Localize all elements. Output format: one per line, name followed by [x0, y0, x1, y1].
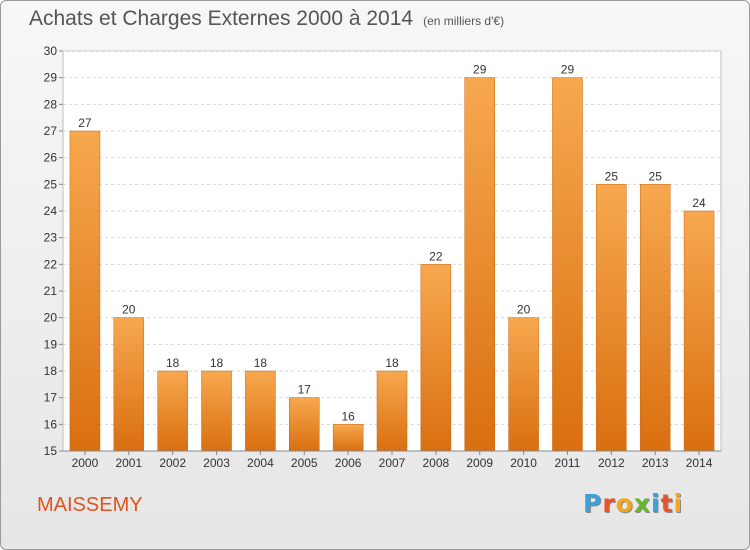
x-tick-label: 2007: [379, 456, 406, 470]
bar: [69, 130, 101, 452]
x-tick-label: 2002: [159, 456, 186, 470]
bar-value-label: 18: [210, 356, 224, 370]
x-tick-label: 2005: [291, 456, 318, 470]
bar: [683, 210, 715, 452]
x-tick-label: 2012: [598, 456, 625, 470]
bar: [113, 317, 145, 452]
y-tick-label: 16: [44, 417, 58, 431]
y-tick-label: 22: [44, 257, 58, 271]
chart-title: Achats et Charges Externes 2000 à 2014: [29, 7, 414, 30]
bar: [596, 184, 627, 452]
bar-value-label: 17: [298, 383, 312, 397]
bar-value-label: 18: [385, 356, 399, 370]
y-tick-label: 21: [44, 284, 58, 298]
bar: [552, 77, 583, 452]
proxiti-logo: Proxiti: [583, 489, 684, 518]
x-tick-label: 2009: [466, 456, 493, 470]
x-tick-label: 2006: [335, 456, 362, 470]
bar: [508, 317, 539, 452]
x-tick-label: 2014: [686, 456, 713, 470]
y-tick-label: 15: [44, 444, 58, 458]
bar: [464, 77, 495, 452]
bar: [201, 370, 232, 452]
y-tick-label: 27: [44, 124, 58, 138]
x-tick-label: 2010: [510, 456, 537, 470]
bar-value-label: 24: [692, 196, 706, 210]
y-tick-label: 29: [44, 71, 58, 85]
bar-value-label: 25: [649, 169, 663, 183]
bar-value-label: 27: [78, 116, 92, 130]
bar: [157, 370, 188, 452]
y-tick-label: 23: [44, 231, 58, 245]
y-tick-label: 30: [44, 44, 58, 58]
bar-value-label: 29: [473, 63, 487, 77]
bar-value-label: 20: [517, 303, 531, 317]
y-tick-label: 26: [44, 151, 58, 165]
x-tick-label: 2001: [115, 456, 142, 470]
y-tick-label: 28: [44, 97, 58, 111]
y-tick-label: 17: [44, 391, 58, 405]
bar-value-label: 18: [254, 356, 268, 370]
commune-name: MAISSEMY: [37, 494, 143, 516]
bar-value-label: 29: [561, 63, 575, 77]
y-tick-label: 24: [44, 204, 58, 218]
bar: [289, 397, 320, 452]
x-tick-label: 2008: [423, 456, 450, 470]
title-row: Achats et Charges Externes 2000 à 2014 (e…: [29, 7, 504, 31]
x-tick-label: 2004: [247, 456, 274, 470]
y-tick-label: 19: [44, 337, 58, 351]
bar: [376, 370, 408, 452]
bar: [420, 264, 452, 452]
bar: [245, 370, 276, 452]
bar: [639, 184, 671, 452]
bar-value-label: 22: [429, 249, 443, 263]
y-tick-label: 18: [44, 364, 58, 378]
x-tick-label: 2003: [203, 456, 230, 470]
bar-value-label: 20: [122, 303, 136, 317]
bar-value-label: 25: [605, 169, 619, 183]
bar: [332, 424, 364, 452]
x-tick-label: 2013: [642, 456, 669, 470]
y-tick-label: 20: [44, 311, 58, 325]
bar-value-label: 16: [341, 409, 355, 423]
x-tick-label: 2000: [72, 456, 99, 470]
y-tick-label: 25: [44, 177, 58, 191]
chart-subtitle: (en milliers d'€): [423, 14, 505, 28]
bar-value-label: 18: [166, 356, 180, 370]
x-tick-label: 2011: [555, 456, 581, 470]
